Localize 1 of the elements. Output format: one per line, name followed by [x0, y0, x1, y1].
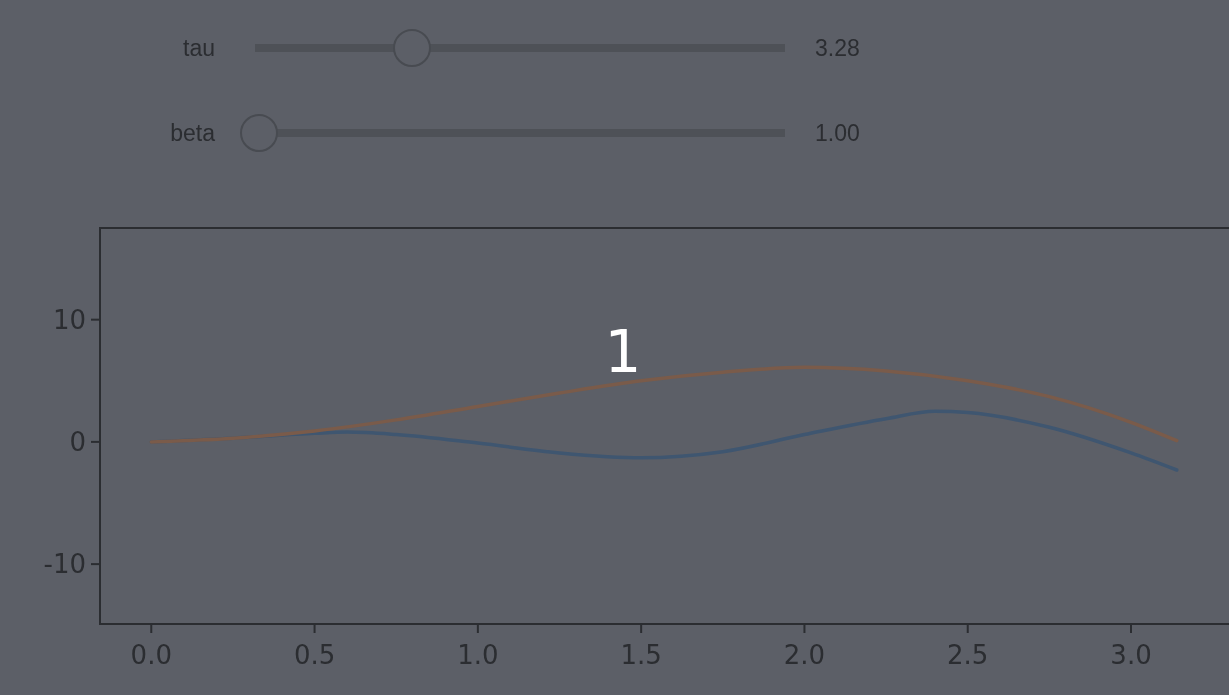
annotation: 1: [604, 318, 642, 386]
